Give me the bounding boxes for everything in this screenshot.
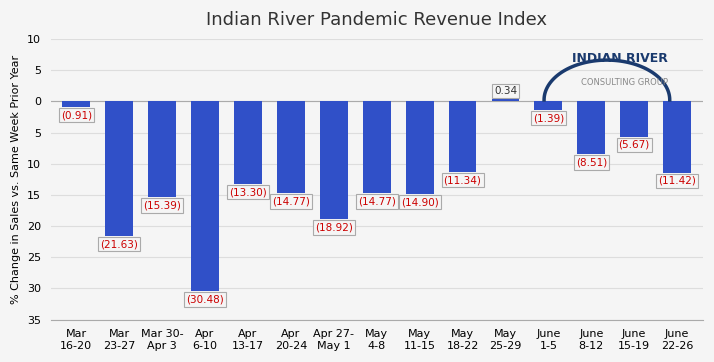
Text: INDIAN RIVER: INDIAN RIVER [572, 52, 668, 65]
Text: (15.39): (15.39) [144, 201, 181, 210]
Text: (11.34): (11.34) [443, 175, 481, 185]
Bar [406, 101, 433, 194]
Bar [277, 101, 305, 193]
Bar [149, 101, 176, 197]
Text: (14.77): (14.77) [358, 197, 396, 207]
Y-axis label: % Change in Sales vs. Same Week Prior Year: % Change in Sales vs. Same Week Prior Ye… [11, 55, 21, 304]
Text: (14.90): (14.90) [401, 197, 438, 207]
Bar [535, 101, 563, 110]
Bar [663, 101, 691, 173]
Bar [320, 101, 348, 219]
Bar [234, 101, 262, 184]
Bar [105, 101, 133, 236]
Bar [620, 101, 648, 137]
Text: (18.92): (18.92) [315, 222, 353, 232]
Text: (30.48): (30.48) [186, 295, 224, 304]
Text: (0.91): (0.91) [61, 110, 92, 120]
Text: CONSULTING GROUP: CONSULTING GROUP [580, 78, 668, 87]
Bar [491, 99, 519, 101]
Text: 0.34: 0.34 [494, 86, 517, 96]
Text: (13.30): (13.30) [229, 188, 267, 197]
Text: (1.39): (1.39) [533, 113, 564, 123]
Bar [448, 101, 476, 172]
Text: (11.42): (11.42) [658, 176, 696, 186]
Text: (21.63): (21.63) [100, 239, 138, 249]
Text: (14.77): (14.77) [272, 197, 310, 207]
Bar [191, 101, 219, 291]
Text: (5.67): (5.67) [618, 140, 650, 150]
Bar [62, 101, 90, 107]
Text: (8.51): (8.51) [575, 157, 607, 168]
Bar [363, 101, 391, 193]
Bar [578, 101, 605, 155]
Title: Indian River Pandemic Revenue Index: Indian River Pandemic Revenue Index [206, 11, 547, 29]
